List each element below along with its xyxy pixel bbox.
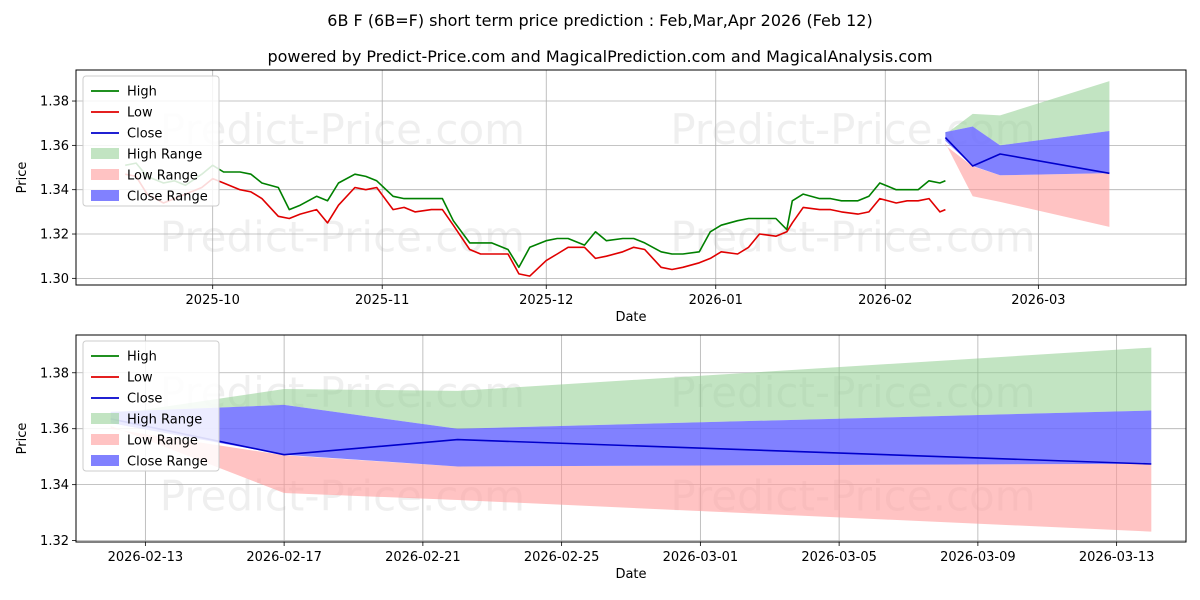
close-line — [944, 137, 1110, 175]
legend-label-close: Close — [127, 392, 162, 407]
y-tick-label: 1.38 — [40, 95, 69, 110]
x-tick-label: 2026-03-09 — [940, 550, 1016, 565]
x-tick-label: 2026-02-17 — [246, 550, 322, 565]
x-axis-label: Date — [615, 310, 646, 325]
low-line — [125, 173, 946, 277]
watermark-text: Predict-Price.com — [160, 105, 525, 154]
watermark-text: Predict-Price.com — [160, 213, 525, 262]
legend-label-low-range: Low Range — [127, 169, 198, 184]
x-tick-label: 2026-02-21 — [385, 550, 461, 565]
legend: High Low Close High Range Low Range Close Ran… — [82, 340, 220, 472]
top-price-chart: Predict-Price.com Predict-Price.com Predic… — [15, 69, 1187, 325]
low-range-band — [945, 143, 1110, 227]
x-tick-label: 2025-10 — [186, 293, 240, 308]
y-tick-label: 1.38 — [40, 366, 69, 381]
axes-frame — [75, 334, 1187, 543]
y-axis-label: Price — [15, 162, 30, 194]
legend-swatch-close-range — [91, 455, 119, 466]
legend-label-low: Low — [127, 106, 153, 121]
y-tick-label: 1.34 — [40, 478, 69, 493]
x-tick-label: 2026-03-01 — [663, 550, 739, 565]
high-range-band — [110, 347, 1152, 429]
axes-frame — [75, 69, 1187, 286]
x-tick-label: 2026-02-25 — [524, 550, 600, 565]
x-tick-label: 2026-02 — [858, 293, 912, 308]
chart-subtitle: powered by Predict-Price.com and Magical… — [267, 47, 932, 66]
x-axis-label: Date — [615, 567, 646, 582]
legend-swatch-low-range — [91, 169, 119, 180]
y-tick-label: 1.32 — [40, 228, 69, 243]
x-tick-label: 2026-03-13 — [1079, 550, 1155, 565]
legend-label-low: Low — [127, 371, 153, 386]
legend-label-close-range: Close Range — [127, 190, 208, 205]
legend-swatch-low-range — [91, 434, 119, 445]
y-tick-label: 1.32 — [40, 534, 69, 549]
low-range-band — [110, 425, 1152, 532]
legend-label-high: High — [127, 85, 157, 100]
legend-swatch-high-range — [91, 413, 119, 424]
legend-swatch-close-range — [91, 190, 119, 201]
legend-label-high: High — [127, 350, 157, 365]
y-tick-label: 1.34 — [40, 183, 69, 198]
legend: High Low Close High Range Low Range Close Ran… — [82, 75, 220, 207]
legend-label-high-range: High Range — [127, 148, 202, 163]
high-range-band — [945, 81, 1110, 146]
legend-label-high-range: High Range — [127, 413, 202, 428]
legend-label-close: Close — [127, 127, 162, 142]
plot-area — [125, 81, 1110, 277]
bottom-forecast-chart: Predict-Price.comPredict-Price.comPredic… — [15, 334, 1187, 582]
y-tick-label: 1.30 — [40, 272, 69, 287]
watermark-text: Predict-Price.com — [670, 213, 1035, 262]
x-tick-label: 2026-02-13 — [108, 550, 184, 565]
close-range-band — [110, 404, 1152, 467]
chart-title: 6B F (6B=F) short term price prediction … — [327, 11, 872, 30]
legend-label-low-range: Low Range — [127, 434, 198, 449]
plot-area — [110, 347, 1152, 532]
y-tick-label: 1.36 — [40, 139, 69, 154]
x-tick-label: 2026-03 — [1011, 293, 1065, 308]
x-tick-label: 2025-11 — [355, 293, 409, 308]
x-tick-label: 2026-03-05 — [801, 550, 877, 565]
legend-label-close-range: Close Range — [127, 455, 208, 470]
x-tick-label: 2026-01 — [689, 293, 743, 308]
legend-swatch-high-range — [91, 148, 119, 159]
close-range-band — [945, 126, 1110, 176]
y-tick-label: 1.36 — [40, 422, 69, 437]
y-axis-label: Price — [15, 423, 30, 455]
high-line — [125, 162, 946, 269]
x-tick-label: 2025-12 — [519, 293, 573, 308]
